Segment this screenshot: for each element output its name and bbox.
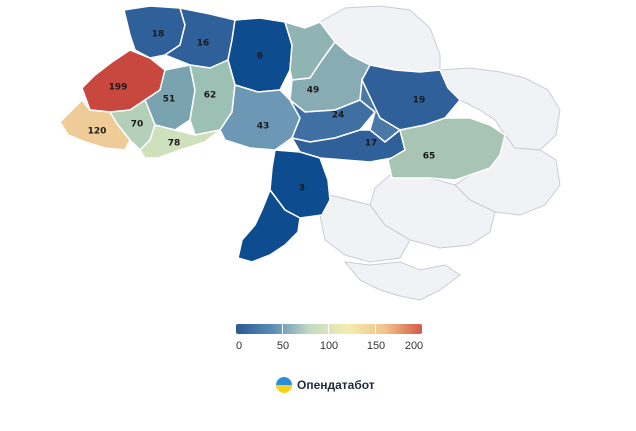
label-kirovohrad: 17 [365, 139, 378, 149]
label-sumy: 49 [307, 86, 320, 96]
no-data-regions [319, 5, 561, 301]
label-chernivtsi: 78 [168, 139, 181, 149]
region-odesa[interactable] [237, 188, 301, 263]
label-ivano-frankivsk: 70 [131, 120, 144, 130]
legend-color-scale [236, 324, 422, 334]
label-vinnytsia: 43 [257, 122, 270, 132]
brand: Опендатабот [276, 377, 375, 393]
label-kharkiv: 19 [413, 96, 426, 106]
region-crimea [343, 261, 461, 301]
region-dnipro[interactable] [387, 117, 506, 181]
opendatabot-logo-icon [276, 377, 292, 393]
data-regions [59, 5, 506, 263]
legend-tick-0: 0 [235, 340, 243, 352]
legend-tick-200: 200 [404, 340, 424, 352]
label-ternopil: 51 [163, 95, 176, 105]
label-dnipro: 65 [423, 152, 436, 162]
label-mykolaiv: 3 [299, 184, 305, 194]
legend-separator [328, 324, 329, 334]
label-zhytomyr: 16 [197, 39, 210, 49]
region-labels: 18 16 6 49 19 199 51 62 43 24 120 70 78 … [88, 30, 436, 194]
legend-tick-150: 150 [366, 340, 386, 352]
label-lviv: 199 [109, 83, 128, 93]
legend-separator [282, 324, 283, 334]
label-cherkasy: 24 [332, 111, 345, 121]
legend-separator [375, 324, 376, 334]
region-kherson [319, 194, 411, 263]
legend-tick-100: 100 [319, 340, 339, 352]
label-khmelnytskyi: 62 [204, 91, 217, 101]
region-chernivtsi[interactable] [139, 124, 221, 159]
legend-tick-50: 50 [276, 340, 290, 352]
label-kyiv: 6 [257, 52, 263, 62]
label-rivne: 18 [152, 30, 165, 40]
region-vinnytsia[interactable] [219, 84, 301, 151]
label-zakarpattia: 120 [88, 127, 107, 137]
region-mykolaiv[interactable] [269, 149, 331, 219]
brand-name: Опендатабот [297, 378, 375, 392]
